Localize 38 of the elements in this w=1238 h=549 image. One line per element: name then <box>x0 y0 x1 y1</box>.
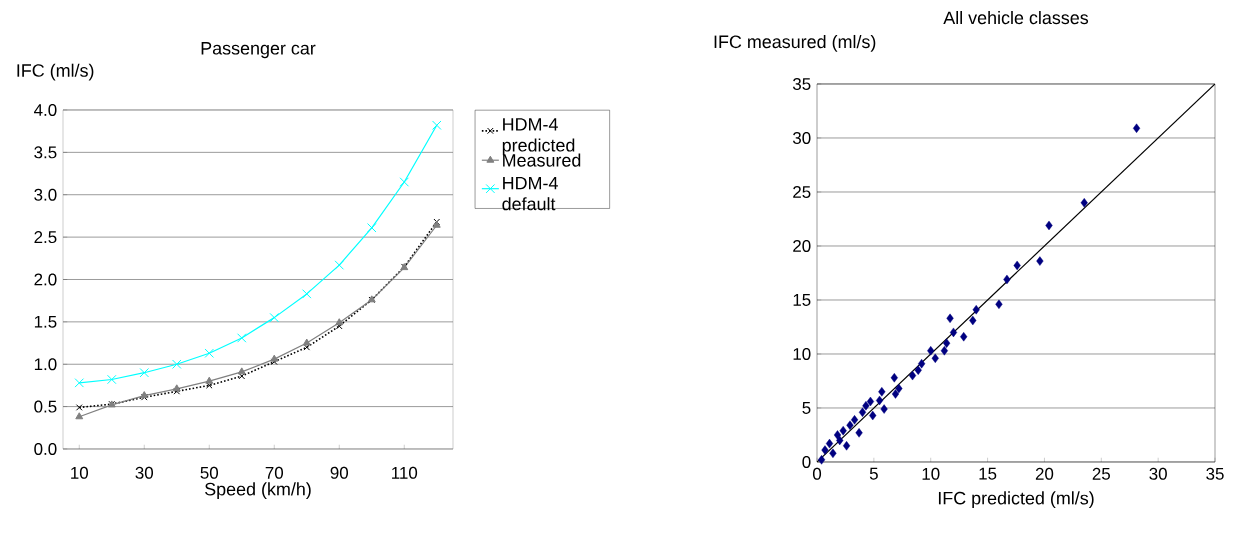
y-tick-label: 10 <box>793 347 811 360</box>
x-tick-label: 0 <box>812 467 822 480</box>
y-tick-label: 1.5 <box>34 315 57 328</box>
x-tick-label: 35 <box>1206 467 1224 480</box>
x-tick-label: 15 <box>979 467 997 480</box>
y-tick-label: 1.0 <box>34 358 57 371</box>
x-tick-label: 50 <box>200 466 219 479</box>
chart-title: All vehicle classes <box>943 10 1089 25</box>
x-tick-label: 70 <box>265 466 284 479</box>
y-tick-label: 4.0 <box>34 103 57 116</box>
y-tick-label: 25 <box>793 185 811 198</box>
x-tick-label: 30 <box>135 466 154 479</box>
y-tick-label: 0.0 <box>34 442 57 455</box>
legend-label: HDM-4 default <box>502 176 558 211</box>
y-axis-title: IFC measured (ml/s) <box>714 34 876 52</box>
chart-title: Passenger car <box>201 42 316 59</box>
x-tick-label: 20 <box>1035 467 1054 480</box>
y-axis-title: IFC (ml/s) <box>17 63 94 81</box>
x-tick-label: 30 <box>1149 467 1167 480</box>
x-tick-label: 10 <box>922 467 940 480</box>
x-tick-label: 90 <box>330 466 349 479</box>
y-tick-label: 2.0 <box>34 273 57 286</box>
y-tick-label: 3.5 <box>34 146 57 159</box>
x-tick-label: 10 <box>71 466 89 479</box>
y-tick-label: 3.0 <box>34 188 57 201</box>
x-tick-label: 25 <box>1092 467 1110 480</box>
y-tick-label: 5 <box>802 402 811 414</box>
y-tick-label: 0.5 <box>34 400 57 413</box>
y-tick-label: 20 <box>793 239 811 252</box>
y-tick-label: 35 <box>792 77 811 90</box>
x-tick-label: 110 <box>392 466 418 479</box>
y-tick-label: 15 <box>793 294 811 306</box>
x-axis-title: IFC predicted (ml/s) <box>938 491 1094 509</box>
y-tick-label: 30 <box>792 131 811 144</box>
x-tick-label: 5 <box>869 467 878 480</box>
y-tick-label: 2.5 <box>34 231 57 244</box>
y-tick-label: 0 <box>802 455 811 468</box>
x-axis-title: Speed (km/h) <box>205 482 311 500</box>
